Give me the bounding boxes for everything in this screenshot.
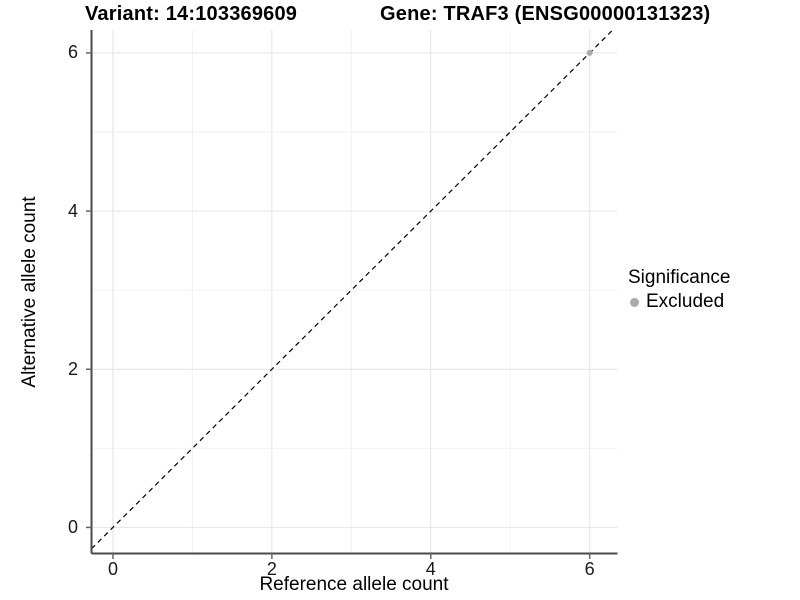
y-tick-label: 0 (67, 516, 78, 537)
x-tick-label: 6 (584, 559, 595, 579)
legend-entry-excluded: Excluded (628, 291, 730, 313)
y-tick-label: 2 (67, 358, 78, 379)
plot-title-variant: Variant: 14:103369609 (85, 3, 298, 25)
x-tick-label: 4 (425, 559, 436, 579)
x-axis-title: Reference allele count (259, 574, 449, 595)
x-tick-label: 2 (266, 559, 277, 579)
data-point-excluded (586, 49, 593, 56)
y-tick-label: 4 (67, 200, 78, 221)
legend-entry-label: Excluded (646, 291, 725, 312)
identity-line (91, 29, 614, 550)
y-axis-title: Alternative allele count (19, 196, 40, 388)
plot-title-gene: Gene: TRAF3 (ENSG00000131323) (380, 3, 711, 25)
y-tick-label: 6 (67, 42, 78, 63)
x-tick-label: 0 (107, 559, 118, 579)
legend-key-point-icon (630, 297, 639, 307)
legend: Significance Excluded (628, 267, 730, 313)
legend-title: Significance (628, 267, 731, 288)
